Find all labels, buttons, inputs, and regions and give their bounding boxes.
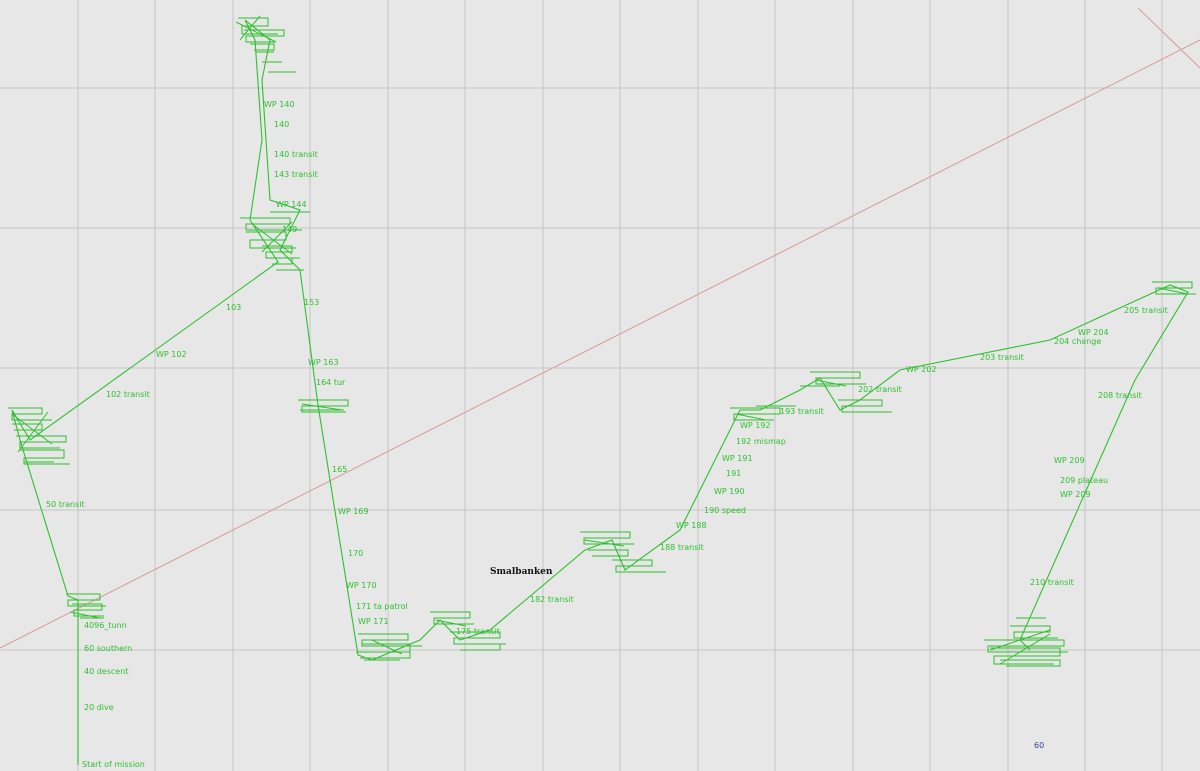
waypoint-clusters bbox=[8, 15, 1196, 667]
wp-label: 171 ta patrol bbox=[356, 602, 408, 611]
wp-label: 193 transit bbox=[780, 407, 824, 416]
cluster-206 bbox=[1152, 281, 1196, 295]
wp-label: 205 transit bbox=[1124, 306, 1168, 315]
wp-label: WP 202 bbox=[906, 365, 937, 374]
wp-label: 20 dive bbox=[84, 703, 114, 712]
cluster-west bbox=[8, 407, 70, 465]
corner-marker: 60 bbox=[1034, 741, 1044, 750]
wp-label: 164 tur bbox=[316, 378, 346, 387]
cluster-192 bbox=[730, 405, 796, 421]
wp-label: WP 190 bbox=[714, 487, 745, 496]
wp-label: 165 bbox=[332, 465, 347, 474]
wp-label: 149 bbox=[282, 225, 297, 234]
cluster-172 bbox=[356, 633, 422, 661]
boundary-line-corner bbox=[1137, 7, 1200, 69]
wp-label: 4096_tunn bbox=[84, 621, 127, 630]
wp-label: WP 163 bbox=[308, 358, 339, 367]
wp-label: WP 192 bbox=[740, 421, 771, 430]
wp-label: WP 171 bbox=[358, 617, 389, 626]
wp-label: 202 transit bbox=[858, 385, 902, 394]
wp-label: 210 transit bbox=[1030, 578, 1074, 587]
wp-label: WP 169 bbox=[338, 507, 369, 516]
wp-label: WP 188 bbox=[676, 521, 707, 530]
wp-label: WP 170 bbox=[346, 581, 377, 590]
cluster-south-east bbox=[984, 617, 1068, 667]
wp-label: 140 bbox=[274, 120, 289, 129]
wp-label: 170 bbox=[348, 549, 363, 558]
boundary-lines bbox=[0, 7, 1200, 649]
wp-label: WP 204 bbox=[1078, 328, 1109, 337]
wp-label: WP 209 bbox=[1060, 490, 1091, 499]
wp-label: WP 144 bbox=[276, 200, 307, 209]
wp-label: 203 transit bbox=[980, 353, 1024, 362]
wp-label: 188 transit bbox=[660, 543, 704, 552]
cluster-164 bbox=[298, 399, 349, 413]
wp-label: 102 transit bbox=[106, 390, 150, 399]
wp-label: 182 transit bbox=[530, 595, 574, 604]
wp-label: WP 102 bbox=[156, 350, 187, 359]
wp-label: WP 209 bbox=[1054, 456, 1085, 465]
wp-label: 140 transit bbox=[274, 150, 318, 159]
cluster-176 bbox=[430, 611, 506, 651]
wp-label: 191 bbox=[726, 469, 741, 478]
track-segment-start bbox=[11, 19, 1189, 765]
wp-label: 208 transit bbox=[1098, 391, 1142, 400]
waypoint-labels: Start of mission 20 dive 40 descent 60 s… bbox=[46, 100, 1168, 769]
wp-label: 40 descent bbox=[84, 667, 128, 676]
wp-label: 204 change bbox=[1054, 337, 1101, 346]
wp-label: WP 140 bbox=[264, 100, 295, 109]
wp-label: 50 transit bbox=[46, 500, 85, 509]
cluster-south-west bbox=[66, 593, 106, 619]
wp-label: WP 191 bbox=[722, 454, 753, 463]
cluster-mid bbox=[240, 211, 310, 271]
mission-track bbox=[11, 19, 1189, 765]
wp-label: 175 transit bbox=[456, 627, 500, 636]
cluster-north bbox=[235, 15, 296, 73]
place-label-smalbanken: Smalbanken bbox=[490, 567, 553, 577]
wp-label: 153 bbox=[304, 298, 319, 307]
wp-label: 209 plateau bbox=[1060, 476, 1108, 485]
boundary-line-diagonal bbox=[0, 39, 1200, 649]
wp-label: 143 transit bbox=[274, 170, 318, 179]
wp-label: 190 speed bbox=[704, 506, 746, 515]
wp-label: 103 bbox=[226, 303, 241, 312]
cluster-196 bbox=[800, 371, 892, 413]
cluster-185 bbox=[580, 531, 666, 573]
wp-label: 192 mismap bbox=[736, 437, 786, 446]
wp-label: Start of mission bbox=[82, 760, 145, 769]
wp-label: 60 southern bbox=[84, 644, 132, 653]
